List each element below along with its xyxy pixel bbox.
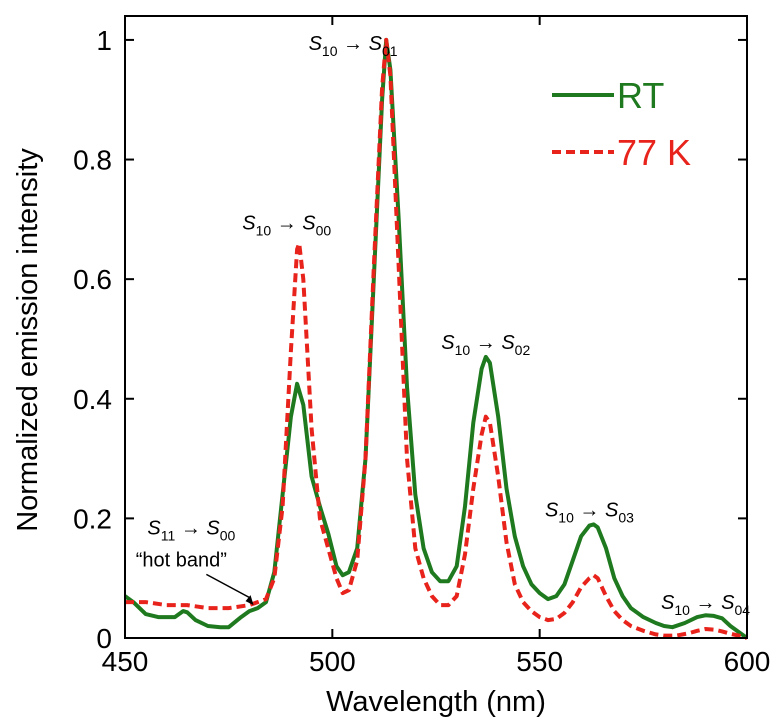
x-tick-label-3: 600 [724,646,771,677]
y-tick-label-0: 0 [96,623,112,654]
hot-band-label: “hot band” [136,549,227,571]
legend-label-rt: RT [617,75,664,116]
x-axis-title: Wavelength (nm) [326,686,546,718]
transition-label-0: S10 → S01 [309,33,398,59]
hot-band-arrow-line [205,573,251,599]
y-tick-label-3: 0.6 [73,264,112,295]
transition-label-5: S11 → S00 [147,517,235,543]
y-tick-label-2: 0.4 [73,384,112,415]
series-lines [123,37,749,640]
series-line-77k [125,37,748,640]
transition-label-2: S10 → S02 [441,332,530,358]
transition-label-4: S10 → S04 [661,592,750,618]
series-line-rt [123,37,749,640]
transition-annotations: S10 → S01 S10 → S00 S10 → S02 S10 → S03 S10 … [136,33,750,618]
legend: RT 77 K [552,75,691,173]
plot-frame [124,15,748,639]
axis-ticks: 450 500 550 600 0 0.2 0.4 0.6 0.8 1 [73,16,770,677]
x-tick-label-2: 550 [516,646,563,677]
y-axis-title: Normalized emission intensity [12,148,44,532]
hot-band-arrow-head [245,595,254,606]
x-tick-label-0: 450 [102,646,149,677]
transition-label-3: S10 → S03 [545,499,634,525]
y-tick-label-5: 1 [96,25,112,56]
x-tick-label-1: 500 [309,646,356,677]
y-tick-label-4: 0.8 [73,145,112,176]
legend-label-77k: 77 K [617,132,691,173]
y-tick-label-1: 0.2 [73,503,112,534]
transition-label-1: S10 → S00 [242,212,331,238]
